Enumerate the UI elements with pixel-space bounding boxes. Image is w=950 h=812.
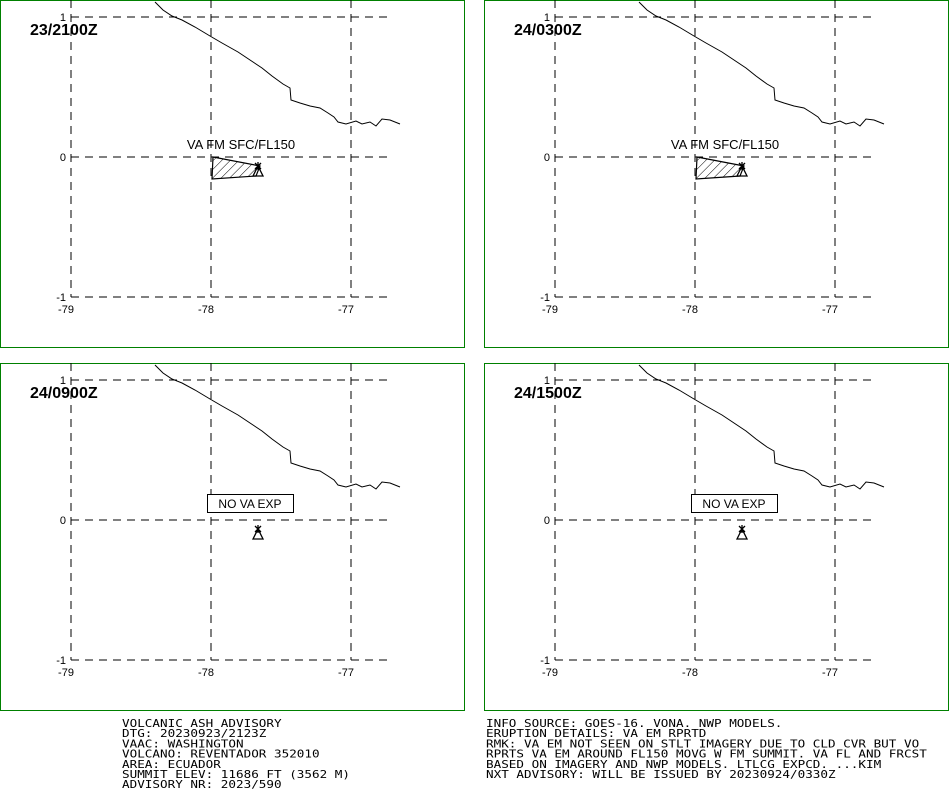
lat-label: 1 [60, 12, 66, 24]
valid-time: 23/2100Z [30, 22, 98, 39]
lon-label: -79 [542, 667, 558, 679]
lon-label: -79 [58, 304, 74, 316]
lon-label: -78 [682, 667, 698, 679]
lat-label: -1 [540, 655, 550, 667]
lon-label: -78 [198, 667, 214, 679]
coastline [638, 1, 885, 127]
lon-label: -79 [58, 667, 74, 679]
lon-label: -78 [682, 304, 698, 316]
box-label: NO VA EXP [218, 497, 281, 511]
advisory-line: INFO SOURCE: GOES-16. VONA. NWP MODELS. [486, 717, 782, 730]
panel-border [484, 363, 949, 711]
volcano-symbol [251, 525, 265, 540]
lon-label: -79 [542, 304, 558, 316]
advisory-line: SUMMIT ELEV: 11686 FT (3562 M) [122, 768, 350, 781]
map-panel: -79 -78 -77 1 0 -1 24/0900Z NO VA EXP [0, 363, 465, 711]
panel-border [0, 363, 465, 711]
lat-label: -1 [56, 292, 66, 304]
advisory-line: VOLCANO: REVENTADOR 352010 [122, 748, 320, 761]
lon-label: -77 [338, 304, 354, 316]
lat-label: 0 [60, 515, 66, 527]
lat-label: 0 [60, 152, 66, 164]
advisory-line: VOLCANIC ASH ADVISORY [122, 717, 282, 730]
advisory-line: VAAC: WASHINGTON [122, 737, 244, 750]
valid-time: 24/0300Z [514, 22, 582, 39]
volcano-symbol [735, 162, 749, 177]
coastline [638, 364, 885, 490]
lat-label: -1 [540, 292, 550, 304]
panel-border [484, 0, 949, 348]
map-panel: -79 -78 -77 1 0 -1 24/1500Z NO VA EXP [484, 363, 949, 711]
volcano-symbol [735, 525, 749, 540]
lat-label: 0 [544, 515, 550, 527]
advisory-line: RPRTS VA EM AROUND FL150 MOVG W FM SUMMI… [486, 748, 927, 761]
map-panel: -79 -78 -77 1 0 -1 23/2100Z VA FM SFC/FL150 [0, 0, 465, 348]
ash-label: VA FM SFC/FL150 [187, 137, 295, 152]
advisory-line: RMK: VA EM NOT SEEN ON STLT IMAGERY DUE … [486, 737, 919, 750]
lon-label: -77 [822, 667, 838, 679]
lat-label: 0 [544, 152, 550, 164]
advisory-line: NXT ADVISORY: WILL BE ISSUED BY 20230924… [486, 768, 836, 781]
coastline [154, 1, 401, 127]
map-panel: -79 -78 -77 1 0 -1 24/0300Z VA FM SFC/FL150 [484, 0, 949, 348]
box-label: NO VA EXP [702, 497, 765, 511]
advisory-line: BASED ON IMAGERY AND NWP MODELS. LTLCG E… [486, 758, 882, 771]
ash-label: VA FM SFC/FL150 [671, 137, 779, 152]
lat-label: 1 [60, 375, 66, 387]
lat-label: 1 [544, 12, 550, 24]
lon-label: -78 [198, 304, 214, 316]
valid-time: 24/1500Z [514, 385, 582, 402]
lon-label: -77 [822, 304, 838, 316]
advisory-line: AREA: ECUADOR [122, 758, 221, 771]
lat-label: -1 [56, 655, 66, 667]
valid-time: 24/0900Z [30, 385, 98, 402]
lat-label: 1 [544, 375, 550, 387]
label-box [207, 494, 294, 513]
advisory-line: DTG: 20230923/2123Z [122, 727, 267, 740]
lon-label: -77 [338, 667, 354, 679]
advisory-line: ADVISORY NR: 2023/590 [122, 778, 282, 791]
coastline [154, 364, 401, 490]
label-box [691, 494, 778, 513]
panel-border [0, 0, 465, 348]
volcano-symbol [251, 162, 265, 177]
advisory-line: ERUPTION DETAILS: VA EM RPRTD [486, 727, 706, 740]
